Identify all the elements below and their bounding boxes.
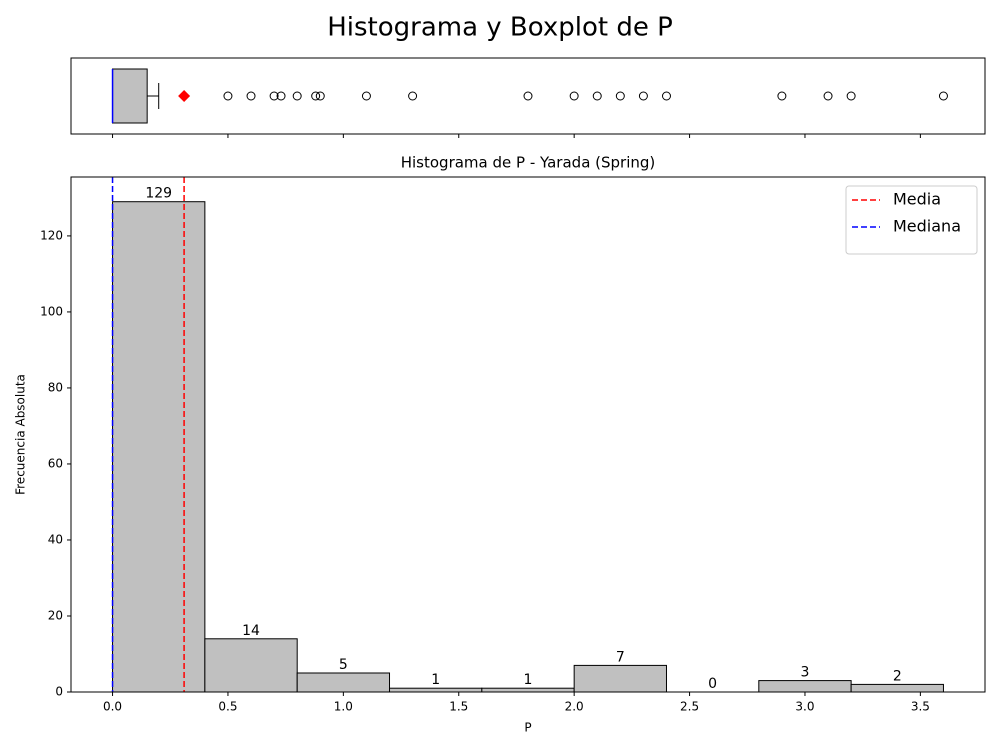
outlier [246, 91, 256, 101]
bar [112, 201, 206, 693]
y-tick-label: 40 [48, 532, 63, 546]
bar [389, 687, 483, 693]
bar [573, 664, 667, 693]
bar-value-label: 14 [242, 623, 260, 639]
x-tick-label: 3.5 [911, 700, 930, 714]
x-tick-label: 3.0 [795, 700, 814, 714]
y-tick-label: 80 [48, 380, 63, 394]
x-tick-label: 2.0 [565, 700, 584, 714]
x-tick-label: 1.5 [449, 700, 468, 714]
legend-label: Media [893, 190, 941, 209]
bar-value-label: 3 [801, 665, 810, 681]
outlier [408, 91, 418, 101]
bar-value-label: 1 [431, 672, 440, 688]
outlier [661, 91, 671, 101]
y-tick-label: 20 [48, 608, 63, 622]
outlier [823, 91, 833, 101]
y-tick-label: 0 [55, 685, 63, 699]
axes-frame [70, 176, 986, 693]
axes-frame [70, 57, 986, 135]
y-tick-label: 60 [48, 456, 63, 470]
outlier [276, 91, 286, 101]
outlier [292, 91, 302, 101]
outlier [269, 91, 279, 101]
outlier [315, 91, 325, 101]
y-tick-label: 100 [40, 304, 63, 318]
bar [481, 687, 575, 693]
outlier [938, 91, 948, 101]
bar-value-label: 1 [524, 672, 533, 688]
x-axis-label: P [524, 721, 531, 735]
outlier [777, 91, 787, 101]
bar-value-label: 2 [893, 668, 902, 684]
bar [204, 638, 298, 693]
outlier [592, 91, 602, 101]
outlier [311, 91, 321, 101]
bar-value-label: 0 [708, 676, 717, 692]
bar [850, 683, 944, 693]
outlier [361, 91, 371, 101]
outlier [615, 91, 625, 101]
outlier [638, 91, 648, 101]
bar-value-label: 129 [145, 186, 172, 202]
bar [296, 672, 391, 693]
axes-title: Histograma de P - Yarada (Spring) [401, 154, 656, 172]
x-tick-label: 0.0 [103, 700, 122, 714]
y-tick-label: 120 [40, 228, 63, 242]
bar-value-label: 7 [616, 649, 625, 665]
legend-box [845, 185, 978, 255]
x-tick-label: 0.5 [218, 700, 237, 714]
box [112, 68, 148, 124]
outlier [569, 91, 579, 101]
figure-title: Histograma y Boxplot de P [327, 13, 673, 43]
outlier [223, 91, 233, 101]
outlier [846, 91, 856, 101]
x-tick-label: 2.5 [680, 700, 699, 714]
legend-label: Mediana [893, 217, 961, 236]
bar [758, 680, 852, 693]
x-tick-label: 1.0 [334, 700, 353, 714]
bar-value-label: 5 [339, 657, 348, 673]
y-axis-label: Frecuencia Absoluta [14, 374, 28, 495]
outlier [523, 91, 533, 101]
mean-marker [178, 90, 191, 102]
